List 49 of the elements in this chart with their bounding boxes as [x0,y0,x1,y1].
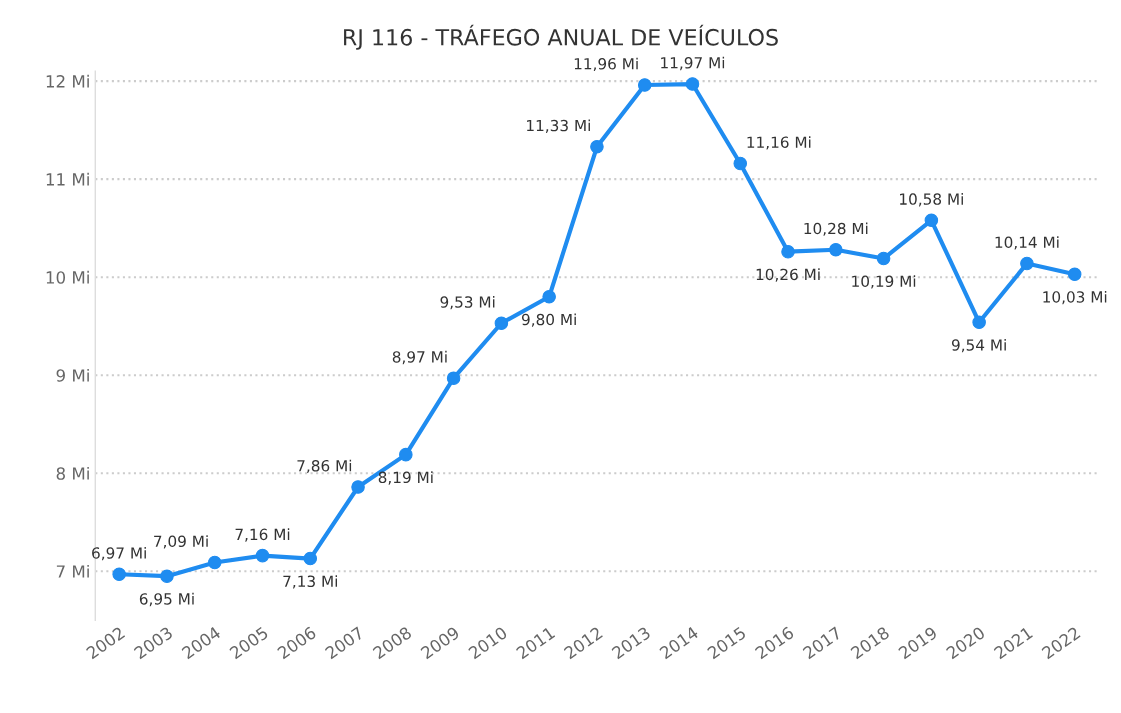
data-label: 11,33 Mi [527,119,590,133]
point [637,78,652,92]
point [781,244,795,259]
data-label: 11,97 Mi [661,56,725,71]
data-label: 7,09 Mi [154,535,208,549]
data-label: 7,13 Mi [283,575,337,589]
point [876,251,891,266]
point [351,480,365,494]
data-label: 10,58 Mi [900,193,963,207]
point [972,315,986,330]
point [446,371,461,385]
data-label: 9,53 Mi [440,295,495,310]
data-label: 8,97 Mi [392,350,447,365]
data-label: 9,54 Mi [951,338,1006,353]
data-label: 9,80 Mi [521,313,576,327]
point [924,213,939,228]
point [255,548,270,563]
point [542,290,556,304]
point [733,156,748,171]
point [590,140,604,154]
point [207,555,222,570]
point [685,77,700,91]
y-tick-label: 9 Mi [56,368,89,382]
data-label: 10,19 Mi [852,275,916,289]
point [399,447,413,462]
data-label: 10,28 Mi [804,222,868,236]
point [829,242,843,257]
data-label: 10,03 Mi [1043,290,1107,305]
point [1020,256,1034,271]
data-label: 7,16 Mi [235,528,290,542]
point [303,551,318,566]
data-label: 10,14 Mi [995,236,1059,250]
data-label: 11,16 Mi [747,136,811,150]
y-tick-label: 12 Mi [46,74,89,88]
y-tick-label: 10 Mi [46,270,89,284]
y-tick-label: 11 Mi [46,172,89,186]
data-label: 10,26 Mi [756,268,820,282]
data-label: 7,86 Mi [297,459,352,474]
data-label: 8,19 Mi [378,471,433,485]
y-tick-label: 8 Mi [56,466,89,480]
y-tick-label: 7 Mi [56,564,89,578]
data-label: 6,97 Mi [92,546,146,561]
chart-title: RJ 116 - TRÁFEGO ANUAL DE VEÍCULOS [344,24,778,50]
point [160,569,174,583]
data-label: 6,95 Mi [139,592,194,607]
point [494,316,509,331]
point [1067,267,1082,282]
point [112,567,126,581]
data-label: 11,96 Mi [574,57,638,72]
